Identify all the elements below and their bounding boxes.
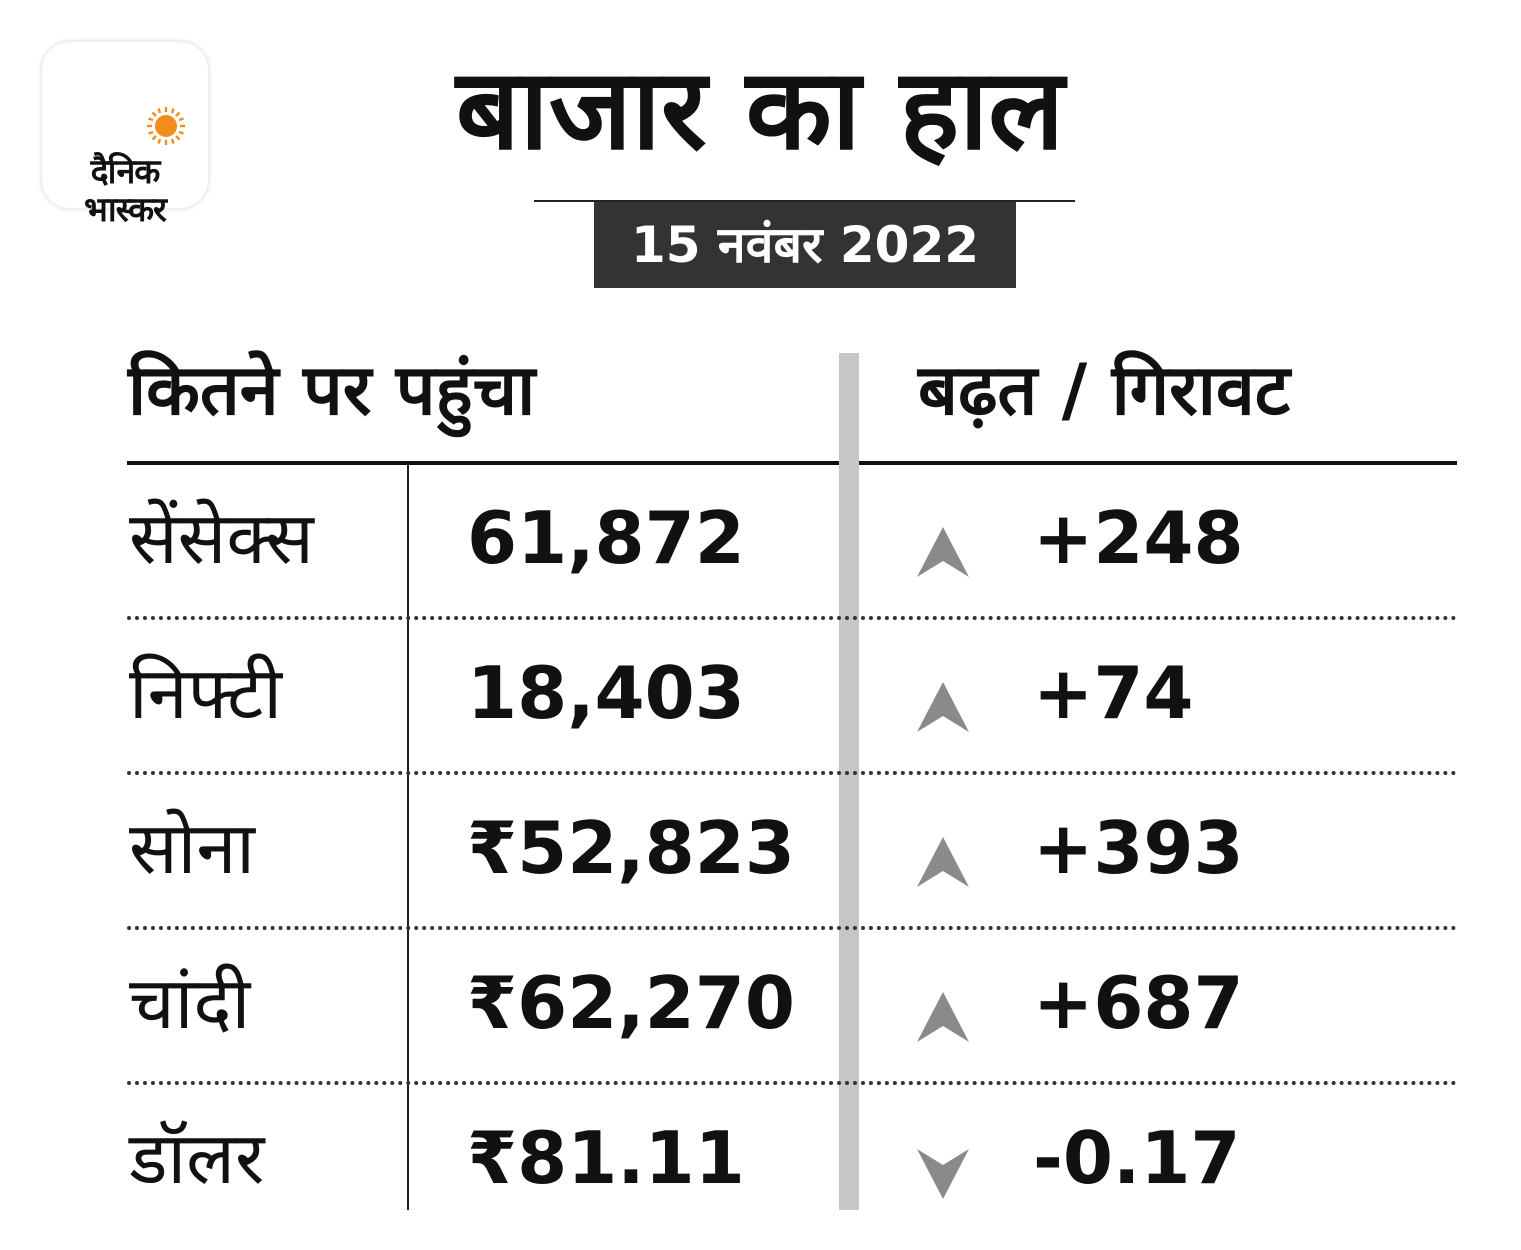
row-separator bbox=[127, 1081, 1457, 1085]
brand-name-line-1: दैनिक bbox=[90, 152, 161, 192]
header-value-column: कितने पर पहुंचा bbox=[128, 349, 536, 431]
item-name: सेंसेक्स bbox=[129, 496, 314, 580]
sun-icon bbox=[147, 107, 185, 145]
item-name: निफ्टी bbox=[129, 651, 283, 735]
item-change: -0.17 bbox=[1033, 1116, 1241, 1200]
arrow-up-icon bbox=[917, 992, 969, 1042]
arrow-down-icon bbox=[917, 1149, 969, 1199]
item-name: सोना bbox=[129, 806, 255, 890]
page-title: बाजार का हाल bbox=[455, 45, 1065, 175]
row-separator bbox=[127, 771, 1457, 775]
item-value: ₹52,823 bbox=[467, 806, 795, 890]
column-divider-thick bbox=[839, 353, 859, 1210]
item-change: +74 bbox=[1033, 651, 1194, 735]
arrow-up-icon bbox=[917, 682, 969, 732]
brand-name-line-2: भास्कर bbox=[84, 190, 167, 230]
item-change: +393 bbox=[1033, 806, 1244, 890]
table-row: चांदी ₹62,270 +687 bbox=[127, 930, 1457, 1085]
table-row: डॉलर ₹81.11 -0.17 bbox=[127, 1085, 1457, 1240]
date-badge: 15 नवंबर 2022 bbox=[594, 202, 1016, 288]
item-name: डॉलर bbox=[129, 1116, 265, 1200]
row-separator bbox=[127, 926, 1457, 930]
table-row: निफ्टी 18,403 +74 bbox=[127, 620, 1457, 775]
item-value: 18,403 bbox=[467, 651, 745, 735]
arrow-up-icon bbox=[917, 837, 969, 887]
item-value: ₹62,270 bbox=[467, 961, 795, 1045]
column-divider-thin bbox=[407, 465, 409, 1210]
dainik-bhaskar-logo: दैनिक भास्कर bbox=[42, 42, 208, 228]
header-change-column: बढ़त / गिरावट bbox=[918, 349, 1291, 431]
item-name: चांदी bbox=[129, 961, 251, 1045]
header-rule bbox=[127, 461, 1457, 465]
title-underline bbox=[534, 200, 1075, 202]
table-row: सेंसेक्स 61,872 +248 bbox=[127, 465, 1457, 620]
arrow-up-icon bbox=[917, 527, 969, 577]
table-row: सोना ₹52,823 +393 bbox=[127, 775, 1457, 930]
item-change: +687 bbox=[1033, 961, 1244, 1045]
item-value: 61,872 bbox=[467, 496, 745, 580]
row-separator bbox=[127, 616, 1457, 620]
item-value: ₹81.11 bbox=[467, 1116, 745, 1200]
item-change: +248 bbox=[1033, 496, 1244, 580]
